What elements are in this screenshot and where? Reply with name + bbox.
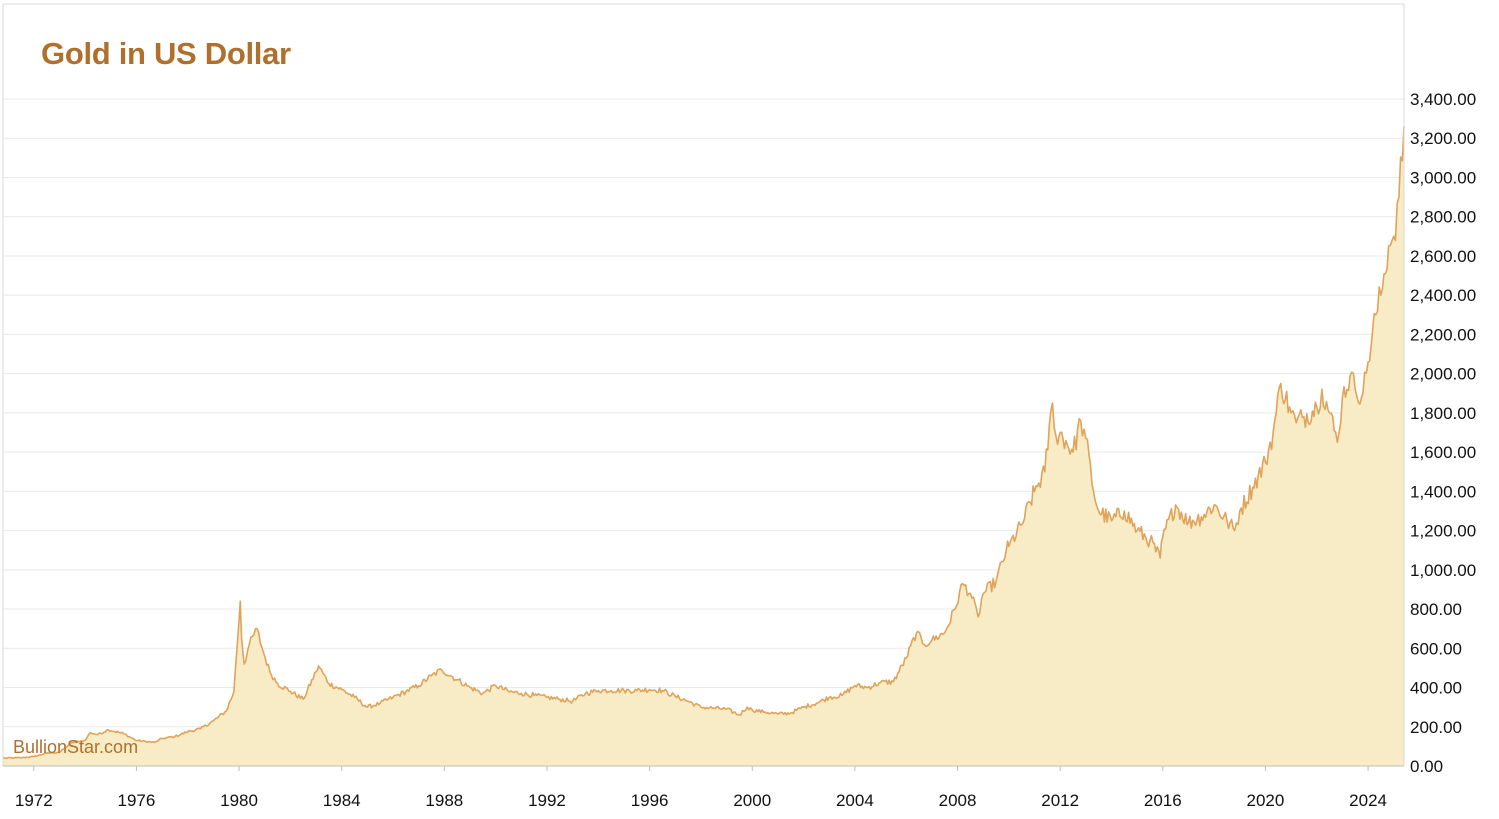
x-tick-label: 2020 bbox=[1247, 791, 1285, 810]
y-tick-label: 800.00 bbox=[1410, 600, 1462, 619]
y-tick-label: 2,200.00 bbox=[1410, 325, 1476, 344]
x-tick-label: 2012 bbox=[1041, 791, 1079, 810]
y-tick-label: 400.00 bbox=[1410, 679, 1462, 698]
watermark: BullionStar.com bbox=[13, 737, 139, 757]
y-tick-label: 1,200.00 bbox=[1410, 522, 1476, 541]
x-axis-ticks: 1972 1976 1980 1984 1988 1992 1996 2000 2004 2008… bbox=[15, 766, 1387, 810]
y-tick-label: 1,600.00 bbox=[1410, 443, 1476, 462]
y-tick-label: 200.00 bbox=[1410, 718, 1462, 737]
y-tick-label: 1,400.00 bbox=[1410, 482, 1476, 501]
chart-title: Gold in US Dollar bbox=[41, 36, 291, 71]
x-tick-label: 2004 bbox=[836, 791, 874, 810]
y-tick-label: 1,000.00 bbox=[1410, 561, 1476, 580]
y-axis-ticks: 0.00 200.00 400.00 600.00 800.00 1,000.00 1,20… bbox=[1410, 90, 1476, 776]
x-tick-label: 1988 bbox=[425, 791, 463, 810]
price-line bbox=[2, 126, 1405, 760]
y-tick-label: 3,200.00 bbox=[1410, 129, 1476, 148]
x-tick-label: 2024 bbox=[1349, 791, 1387, 810]
y-tick-label: 2,000.00 bbox=[1410, 365, 1476, 384]
x-tick-label: 2000 bbox=[733, 791, 771, 810]
x-tick-label: 1996 bbox=[631, 791, 669, 810]
y-tick-label: 2,600.00 bbox=[1410, 247, 1476, 266]
y-tick-label: 600.00 bbox=[1410, 639, 1462, 658]
price-area-fill bbox=[3, 126, 1404, 766]
y-tick-label: 3,400.00 bbox=[1410, 90, 1476, 109]
x-tick-label: 1992 bbox=[528, 791, 566, 810]
y-tick-label: 2,800.00 bbox=[1410, 208, 1476, 227]
x-tick-label: 1972 bbox=[15, 791, 53, 810]
x-tick-label: 1980 bbox=[220, 791, 258, 810]
x-tick-label: 2008 bbox=[939, 791, 977, 810]
y-tick-label: 3,000.00 bbox=[1410, 168, 1476, 187]
x-tick-label: 1984 bbox=[323, 791, 361, 810]
y-tick-label: 0.00 bbox=[1410, 757, 1443, 776]
x-tick-label: 1976 bbox=[118, 791, 156, 810]
y-tick-label: 2,400.00 bbox=[1410, 286, 1476, 305]
x-tick-label: 2016 bbox=[1144, 791, 1182, 810]
y-tick-label: 1,800.00 bbox=[1410, 404, 1476, 423]
grid-lines bbox=[3, 98, 1404, 728]
